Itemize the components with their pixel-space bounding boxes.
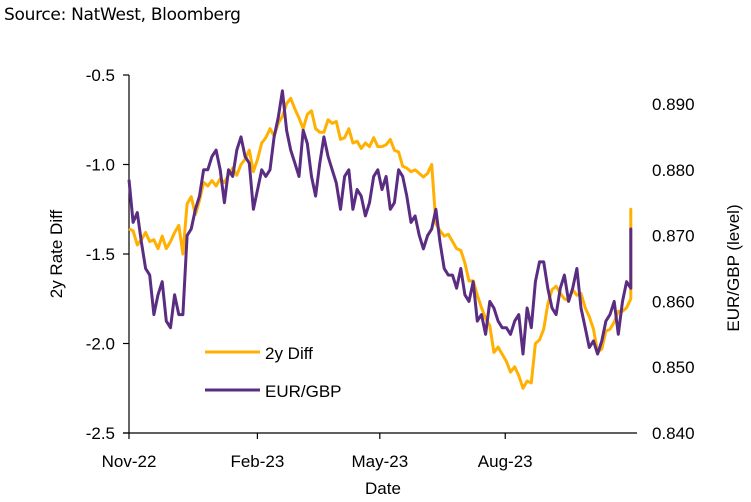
y-right-tick-label: 0.880 [652, 161, 695, 180]
y-right-tick-label: 0.850 [652, 358, 695, 377]
x-tick-label: May-23 [351, 452, 408, 471]
x-tick-label: Aug-23 [478, 452, 533, 471]
y-left-tick-label: -1.0 [86, 156, 115, 175]
y-left-tick-label: -2.5 [86, 424, 115, 443]
y-axis-left-title: 2y Rate Diff [47, 209, 66, 298]
x-tick-label: Feb-23 [230, 452, 284, 471]
y-axis-right-title: EUR/GBP (level) [724, 204, 743, 331]
y-left-tick-label: -0.5 [86, 66, 115, 85]
y-right-tick-label: 0.890 [652, 95, 695, 114]
legend: 2y Diff EUR/GBP [205, 344, 342, 401]
y-left-tick-label: -2.0 [86, 335, 115, 354]
legend-label-2y-diff: 2y Diff [265, 344, 313, 363]
y-right-tick-label: 0.870 [652, 227, 695, 246]
x-axis-title: Date [365, 479, 401, 498]
series-line-eurgbp [127, 89, 633, 356]
x-tick-label: Nov-22 [102, 452, 157, 471]
y-right-tick-label: 0.860 [652, 292, 695, 311]
legend-label-eurgbp: EUR/GBP [265, 382, 342, 401]
series-line-2y-diff [128, 96, 633, 390]
y-left-tick-label: -1.5 [86, 245, 115, 264]
source-note: Source: NatWest, Bloomberg [4, 5, 241, 25]
y-right-tick-label: 0.840 [652, 424, 695, 443]
